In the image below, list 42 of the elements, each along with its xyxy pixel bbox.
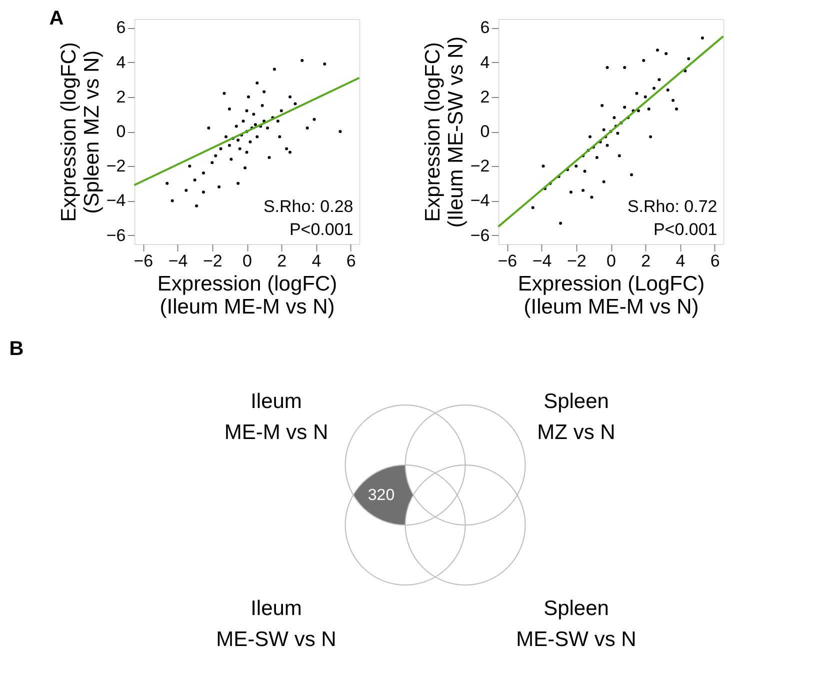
y-tick-label: −2 bbox=[470, 156, 490, 176]
x-tick-label: 6 bbox=[710, 252, 720, 270]
text: Ileum ME-M vs N bbox=[224, 390, 328, 444]
annotation: P<0.001 bbox=[289, 220, 354, 239]
y-tick-label: −4 bbox=[106, 191, 126, 210]
y-tick-label: −4 bbox=[470, 191, 490, 210]
text: Spleen ME-SW vs N bbox=[516, 597, 636, 651]
annotation: S.Rho: 0.28 bbox=[263, 197, 354, 216]
annotation: S.Rho: 0.72 bbox=[627, 197, 718, 216]
y-tick-label: 2 bbox=[480, 87, 490, 106]
x-tick-label: −2 bbox=[566, 252, 586, 270]
y-tick-label: 4 bbox=[116, 52, 126, 72]
x-tick-label: −2 bbox=[202, 252, 222, 270]
y-axis-title: Expression (logFC) (Spleen MZ vs N) bbox=[57, 42, 104, 222]
text: Ileum ME-SW vs N bbox=[216, 597, 336, 651]
annotation: P<0.001 bbox=[653, 220, 718, 239]
y-tick-label: 2 bbox=[116, 87, 126, 106]
x-tick-label: 4 bbox=[312, 252, 322, 270]
y-tick-label: 0 bbox=[480, 122, 490, 141]
y-tick-label: 0 bbox=[116, 122, 126, 141]
text: B bbox=[9, 338, 24, 360]
text: Spleen MZ vs N bbox=[537, 390, 616, 444]
y-tick-label: 4 bbox=[480, 52, 490, 72]
x-tick-label: 0 bbox=[242, 252, 252, 270]
chart-title: A bbox=[49, 8, 64, 30]
y-tick-label: −2 bbox=[106, 156, 126, 176]
y-axis-title: Expression (logFC) (Ileum ME-SW vs N) bbox=[421, 36, 468, 228]
x-tick-label: −4 bbox=[532, 252, 552, 270]
x-tick-label: −4 bbox=[168, 252, 188, 270]
x-tick-label: 0 bbox=[606, 252, 616, 270]
x-axis-title: Expression (LogFC) (Ileum ME-M vs N) bbox=[518, 272, 705, 318]
x-tick-label: 4 bbox=[676, 252, 686, 270]
x-tick-label: 2 bbox=[641, 252, 651, 270]
x-tick-label: −6 bbox=[498, 252, 518, 270]
x-tick-label: 6 bbox=[346, 252, 356, 270]
y-tick-label: 6 bbox=[480, 18, 490, 38]
x-tick-label: 2 bbox=[277, 252, 287, 270]
y-tick-label: −6 bbox=[470, 226, 490, 245]
y-tick-label: 6 bbox=[116, 18, 126, 38]
x-tick-label: −6 bbox=[134, 252, 154, 270]
x-axis-title: Expression (logFC) (Ileum ME-M vs N) bbox=[157, 272, 338, 318]
y-tick-label: −6 bbox=[106, 226, 126, 245]
